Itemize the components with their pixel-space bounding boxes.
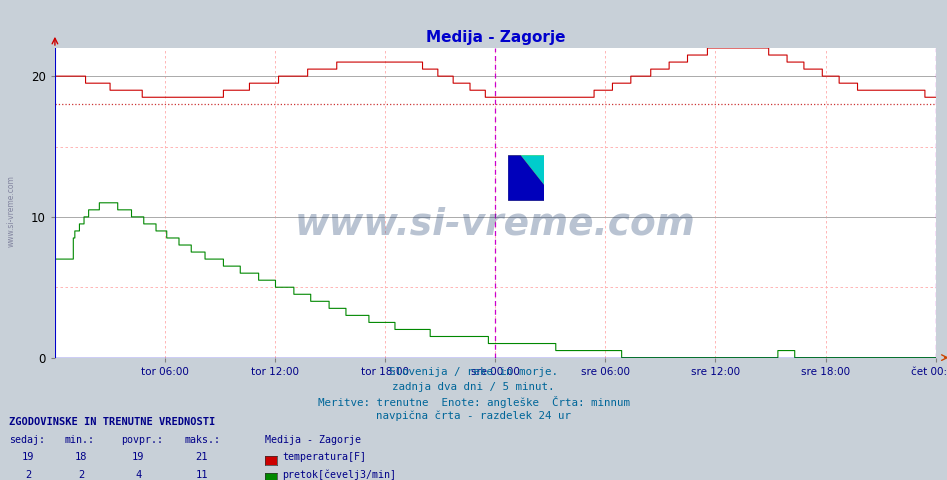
Text: sedaj:: sedaj:	[9, 435, 45, 445]
Title: Medija - Zagorje: Medija - Zagorje	[425, 30, 565, 46]
Text: www.si-vreme.com: www.si-vreme.com	[7, 175, 16, 247]
Text: 21: 21	[195, 452, 208, 462]
Text: pretok[čevelj3/min]: pretok[čevelj3/min]	[282, 469, 396, 480]
Text: 19: 19	[132, 452, 145, 462]
Text: 18: 18	[75, 452, 88, 462]
Text: www.si-vreme.com: www.si-vreme.com	[295, 206, 696, 242]
Text: temperatura[F]: temperatura[F]	[282, 452, 366, 462]
Text: ZGODOVINSKE IN TRENUTNE VREDNOSTI: ZGODOVINSKE IN TRENUTNE VREDNOSTI	[9, 417, 216, 427]
Polygon shape	[509, 155, 545, 201]
Polygon shape	[521, 155, 545, 185]
Text: Slovenija / reke in morje.: Slovenija / reke in morje.	[389, 367, 558, 377]
Text: Meritve: trenutne  Enote: angleške  Črta: minnum: Meritve: trenutne Enote: angleške Črta: …	[317, 396, 630, 408]
Text: 2: 2	[79, 469, 84, 480]
Text: maks.:: maks.:	[185, 435, 221, 445]
Text: povpr.:: povpr.:	[121, 435, 163, 445]
Text: 19: 19	[22, 452, 35, 462]
Text: navpična črta - razdelek 24 ur: navpična črta - razdelek 24 ur	[376, 410, 571, 421]
Text: min.:: min.:	[64, 435, 95, 445]
Text: Medija - Zagorje: Medija - Zagorje	[265, 435, 361, 445]
Text: 11: 11	[195, 469, 208, 480]
Text: zadnja dva dni / 5 minut.: zadnja dva dni / 5 minut.	[392, 382, 555, 392]
Text: 4: 4	[135, 469, 141, 480]
Text: 2: 2	[26, 469, 31, 480]
